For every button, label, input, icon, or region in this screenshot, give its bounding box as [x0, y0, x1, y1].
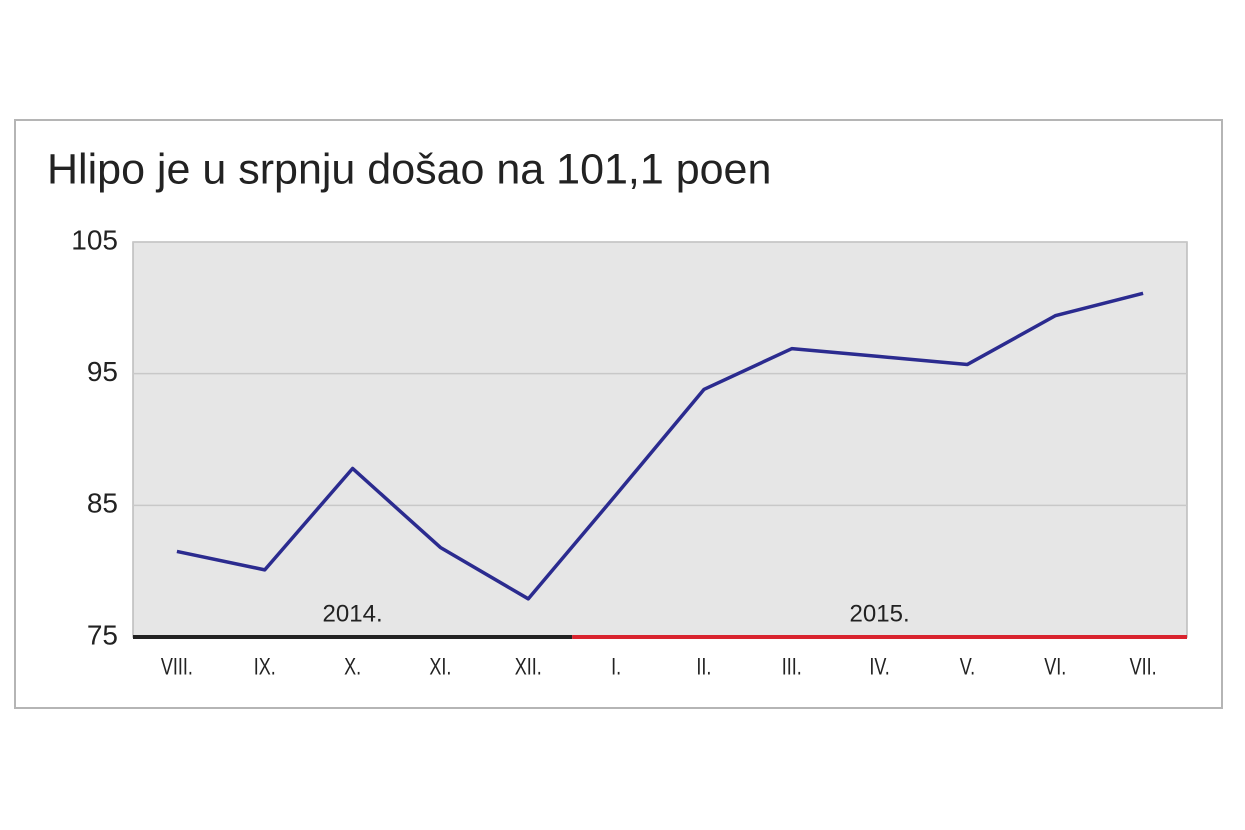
- x-tick-label: VIII.: [161, 654, 193, 680]
- x-tick-label: XI.: [429, 654, 451, 680]
- x-tick-label: VI.: [1044, 654, 1066, 680]
- x-tick-label: IV.: [869, 654, 889, 680]
- x-tick-label: X.: [344, 654, 361, 680]
- x-tick-label: IX.: [254, 654, 276, 680]
- x-tick-label: III.: [782, 654, 802, 680]
- x-tick-label: XII.: [515, 654, 542, 680]
- x-tick-label: V.: [960, 654, 975, 680]
- line: [176, 291, 1144, 601]
- x-tick-label: VII.: [1130, 654, 1157, 680]
- y-tick-label: 75: [87, 619, 118, 650]
- period-label: 2014.: [323, 600, 383, 627]
- x-tick-label: II.: [696, 654, 711, 680]
- x-tick-label: I.: [611, 654, 621, 680]
- y-tick-label: 105: [71, 224, 118, 255]
- chart-title: Hlipo je u srpnju došao na 101,1 poen: [47, 145, 771, 193]
- y-tick-label: 95: [87, 356, 118, 387]
- y-tick-label: 85: [87, 488, 118, 519]
- period-label: 2015.: [850, 600, 910, 627]
